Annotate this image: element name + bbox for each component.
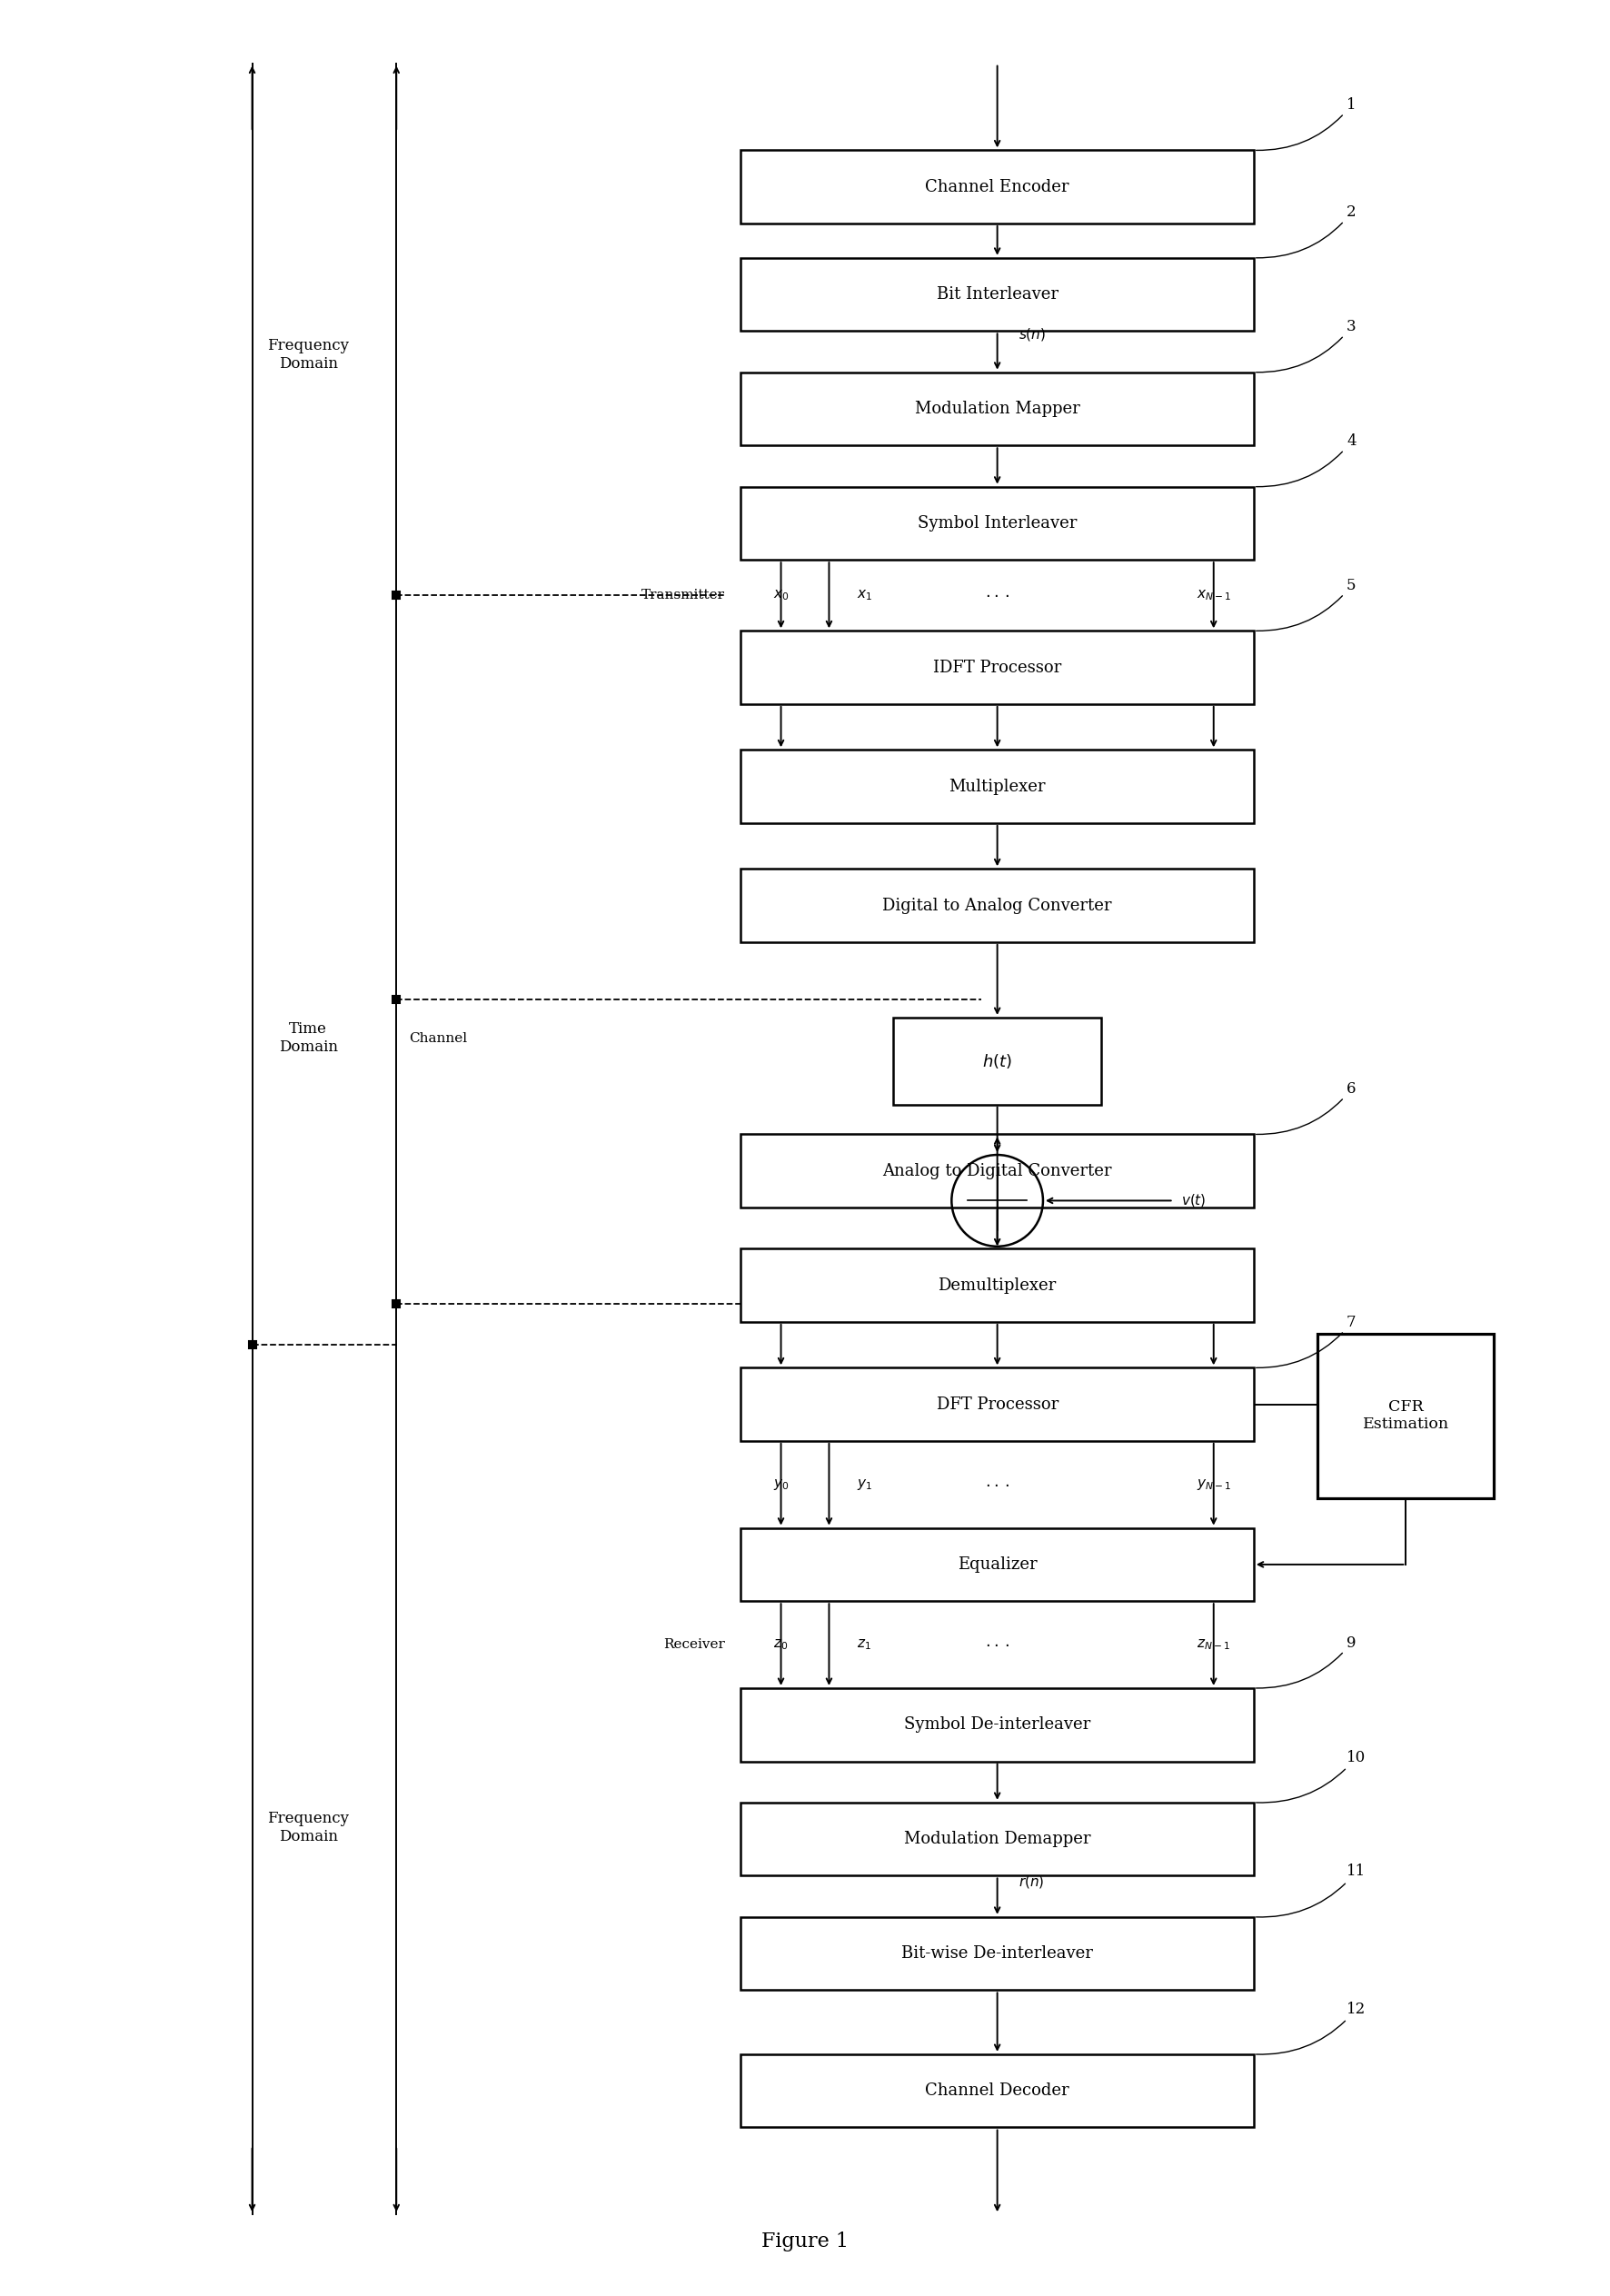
Text: Bit-wise De-interleaver: Bit-wise De-interleaver [902,1945,1093,1961]
Text: Channel: Channel [409,1031,467,1045]
Text: $z_0$: $z_0$ [774,1637,789,1651]
FancyBboxPatch shape [741,1134,1254,1208]
Text: $x_{N-1}$: $x_{N-1}$ [1196,588,1232,602]
Text: 12: 12 [1256,2002,1365,2055]
Text: $x_1$: $x_1$ [857,588,873,602]
FancyBboxPatch shape [741,751,1254,822]
Text: 6: 6 [1256,1081,1356,1134]
Text: 5: 5 [1256,579,1356,631]
Text: Modulation Demapper: Modulation Demapper [903,1830,1090,1848]
Text: $y_1$: $y_1$ [857,1476,873,1492]
FancyBboxPatch shape [741,1688,1254,1761]
Text: $\cdot\cdot\cdot$: $\cdot\cdot\cdot$ [985,1476,1009,1492]
Text: Demultiplexer: Demultiplexer [939,1277,1056,1293]
Text: $z_1$: $z_1$ [857,1637,871,1651]
FancyBboxPatch shape [741,372,1254,445]
Text: $v(t)$: $v(t)$ [1182,1192,1206,1208]
FancyBboxPatch shape [741,1802,1254,1876]
Text: Analog to Digital Converter: Analog to Digital Converter [882,1162,1113,1180]
Text: $y_{N-1}$: $y_{N-1}$ [1196,1476,1232,1492]
FancyBboxPatch shape [741,1917,1254,1991]
FancyBboxPatch shape [1317,1334,1494,1497]
Text: 10: 10 [1256,1750,1365,1802]
Text: 7: 7 [1256,1316,1356,1368]
Text: 11: 11 [1256,1864,1365,1917]
Text: 2: 2 [1256,204,1356,257]
FancyBboxPatch shape [741,631,1254,705]
FancyBboxPatch shape [894,1017,1101,1104]
FancyBboxPatch shape [741,2055,1254,2128]
FancyBboxPatch shape [741,487,1254,560]
Text: $x_0$: $x_0$ [773,588,789,602]
Text: $y_0$: $y_0$ [773,1476,789,1492]
Text: Channel Decoder: Channel Decoder [926,2082,1069,2099]
FancyBboxPatch shape [741,257,1254,331]
Text: Symbol Interleaver: Symbol Interleaver [918,514,1077,530]
Text: Modulation Mapper: Modulation Mapper [914,402,1080,418]
Text: $z_{N-1}$: $z_{N-1}$ [1196,1637,1230,1651]
Text: 1: 1 [1256,96,1356,149]
Text: Frequency
Domain: Frequency Domain [267,338,349,372]
FancyBboxPatch shape [741,1527,1254,1600]
Text: Symbol De-interleaver: Symbol De-interleaver [905,1717,1090,1733]
Text: Transmitter: Transmitter [641,590,725,602]
Text: DFT Processor: DFT Processor [937,1396,1058,1412]
FancyBboxPatch shape [741,868,1254,941]
Text: Multiplexer: Multiplexer [948,778,1045,794]
FancyBboxPatch shape [741,1249,1254,1322]
Text: IDFT Processor: IDFT Processor [934,659,1061,675]
Text: $r(n)$: $r(n)$ [1018,1874,1043,1890]
Text: Figure 1: Figure 1 [762,2232,848,2252]
Text: 4: 4 [1256,434,1356,487]
Text: Digital to Analog Converter: Digital to Analog Converter [882,898,1113,914]
Text: $\cdot\cdot\cdot$: $\cdot\cdot\cdot$ [985,1637,1009,1653]
Text: Bit Interleaver: Bit Interleaver [937,287,1058,303]
Text: Time
Domain: Time Domain [279,1022,338,1054]
Text: $\cdot\cdot\cdot$: $\cdot\cdot\cdot$ [985,588,1009,604]
Text: Receiver: Receiver [663,1639,724,1651]
Text: $h(t)$: $h(t)$ [982,1052,1013,1070]
FancyBboxPatch shape [741,149,1254,223]
Text: Frequency
Domain: Frequency Domain [267,1812,349,1844]
Text: CFR
Estimation: CFR Estimation [1362,1398,1449,1433]
Text: 9: 9 [1256,1635,1356,1688]
Text: 3: 3 [1256,319,1356,372]
FancyBboxPatch shape [741,1368,1254,1442]
Text: Equalizer: Equalizer [958,1557,1037,1573]
Text: $s(n)$: $s(n)$ [1018,326,1045,342]
Text: Channel Encoder: Channel Encoder [926,179,1069,195]
